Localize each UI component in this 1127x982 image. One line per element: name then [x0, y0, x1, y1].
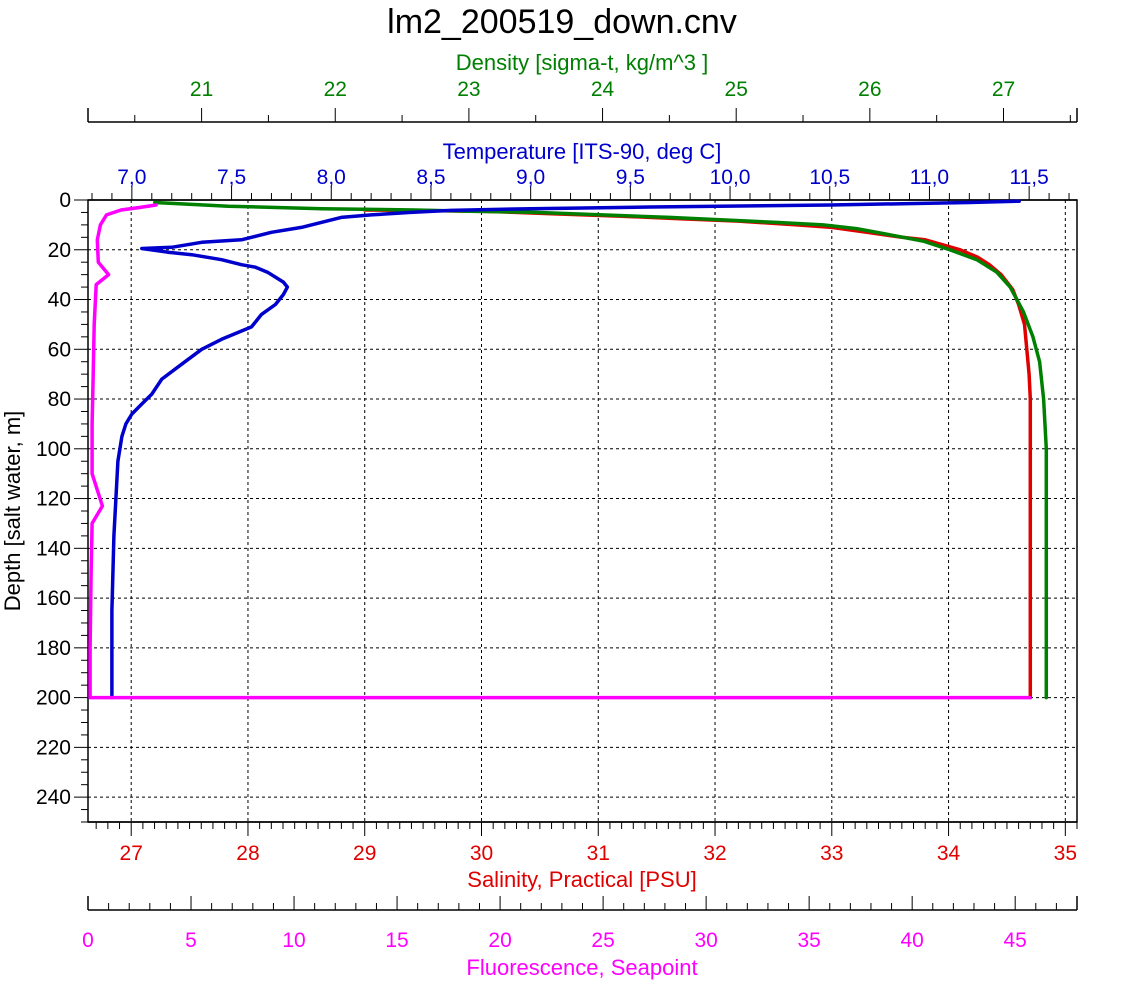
salinity-tick-label: 30 [470, 842, 493, 865]
temperature-axis: 7,0 7,5 8,0 8,5 9,0 9,5 10,0 10,5 11,0 11,5 [88, 166, 1077, 201]
depth-tick-label: 0 [59, 189, 71, 212]
depth-axis-label: Depth [salt water, m] [0, 411, 25, 612]
temperature-tick-label: 8,5 [416, 166, 445, 189]
depth-axis: 0 20 40 60 80 100 120 140 160 180 200 220 240 [36, 189, 88, 823]
depth-tick-label: 200 [36, 687, 71, 710]
salinity-tick-label: 34 [937, 842, 961, 865]
depth-tick-label: 120 [36, 488, 71, 511]
salinity-tick-label: 32 [703, 842, 726, 865]
density-tick-label: 25 [725, 78, 748, 101]
density-tick-label: 22 [324, 78, 347, 101]
depth-tick-label: 20 [48, 239, 71, 262]
plot-area [87, 199, 1078, 823]
temperature-tick-label: 9,5 [616, 166, 645, 189]
depth-tick-label: 140 [36, 537, 71, 560]
density-axis: 21 22 23 24 25 26 27 [87, 78, 1078, 123]
fluorescence-tick-label: 0 [82, 929, 94, 952]
fluorescence-series-line [88, 203, 1032, 700]
depth-tick-label: 100 [36, 438, 71, 461]
depth-tick-label: 180 [36, 637, 71, 660]
fluorescence-tick-label: 10 [282, 929, 305, 952]
temperature-axis-label: Temperature [ITS-90, deg C] [443, 139, 722, 164]
salinity-series-line [362, 208, 1033, 700]
salinity-tick-label: 29 [353, 842, 376, 865]
density-tick-label: 21 [190, 78, 213, 101]
density-tick-label: 27 [992, 78, 1015, 101]
density-tick-label: 23 [457, 78, 480, 101]
fluorescence-tick-label: 25 [591, 929, 614, 952]
fluorescence-tick-label: 5 [185, 929, 197, 952]
chart-title: lm2_200519_down.cnv [387, 3, 737, 41]
depth-tick-label: 60 [48, 338, 71, 361]
fluorescence-axis: 0 5 10 15 20 25 30 35 40 45 [82, 896, 1078, 952]
temperature-tick-label: 7,5 [217, 166, 246, 189]
salinity-tick-label: 27 [120, 842, 143, 865]
salinity-axis-label: Salinity, Practical [PSU] [467, 867, 696, 892]
salinity-axis: 27 28 29 30 31 32 33 34 35 [88, 821, 1078, 865]
temperature-tick-label: 7,0 [117, 166, 146, 189]
salinity-tick-label: 33 [820, 842, 843, 865]
temperature-series-line [110, 199, 1021, 700]
depth-tick-label: 240 [36, 786, 71, 809]
salinity-tick-label: 31 [587, 842, 610, 865]
plot-border [87, 199, 1078, 823]
depth-tick-label: 80 [48, 388, 71, 411]
series-layer [88, 199, 1049, 700]
temperature-tick-label: 9,0 [516, 166, 545, 189]
depth-tick-label: 160 [36, 587, 71, 610]
depth-tick-label: 220 [36, 736, 71, 759]
salinity-tick-label: 28 [236, 842, 259, 865]
fluorescence-tick-label: 20 [488, 929, 511, 952]
salinity-tick-label: 35 [1054, 842, 1077, 865]
density-axis-label: Density [sigma-t, kg/m^3 ] [456, 50, 708, 75]
fluorescence-tick-label: 15 [385, 929, 408, 952]
temperature-tick-label: 10,5 [809, 166, 850, 189]
fluorescence-axis-label: Fluorescence, Seapoint [466, 955, 697, 980]
temperature-tick-label: 11,5 [1009, 166, 1048, 189]
fluorescence-tick-label: 30 [694, 929, 717, 952]
depth-tick-label: 40 [48, 289, 71, 312]
fluorescence-tick-label: 35 [797, 929, 820, 952]
temperature-tick-label: 11,0 [910, 166, 949, 189]
density-tick-label: 24 [591, 78, 615, 101]
temperature-tick-label: 10,0 [710, 166, 751, 189]
fluorescence-tick-label: 45 [1004, 929, 1027, 952]
temperature-tick-label: 8,0 [317, 166, 346, 189]
density-tick-label: 26 [858, 78, 881, 101]
fluorescence-tick-label: 40 [900, 929, 923, 952]
density-series-line [153, 200, 1049, 700]
